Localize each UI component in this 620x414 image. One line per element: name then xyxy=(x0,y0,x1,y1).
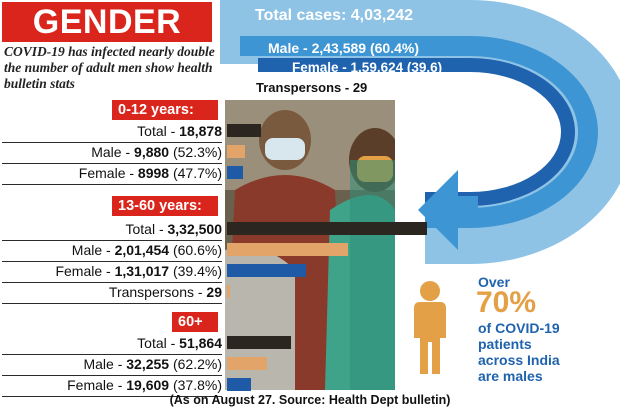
total-transpersons: Transpersons - 29 xyxy=(256,80,368,95)
bar-total xyxy=(227,336,291,349)
person-icon xyxy=(414,281,446,374)
subtitle: COVID-19 has infected nearly double the … xyxy=(4,44,215,91)
row-0-12-male: Male - 9,880 (52.3%) xyxy=(2,143,222,164)
callout-line3: of COVID-19 xyxy=(478,320,560,336)
total-cases: Total cases: 4,03,242 xyxy=(255,7,414,24)
bar-male xyxy=(227,145,245,158)
section-60plus-rows: Total - 51,864 Male - 32,255 (62.2%) Fem… xyxy=(2,334,222,397)
total-male: Male - 2,43,589 (60.4%) xyxy=(268,40,419,56)
section-13-60-header: 13-60 years: xyxy=(112,196,218,216)
section-0-12-rows: Total - 18,878 Male - 9,880 (52.3%) Fema… xyxy=(2,122,222,185)
callout-over: Over xyxy=(478,274,510,290)
row-60plus-female: Female - 19,609 (37.8%) xyxy=(2,376,222,397)
section-60plus-header: 60+ xyxy=(172,312,218,332)
bar-transpersons xyxy=(227,285,230,298)
bar-male xyxy=(227,243,349,256)
bar-female xyxy=(227,264,306,277)
bar-female xyxy=(227,378,252,391)
row-0-12-total: Total - 18,878 xyxy=(2,122,222,143)
section-13-60-rows: Total - 3,32,500 Male - 2,01,454 (60.6%)… xyxy=(2,220,222,304)
row-0-12-female: Female - 8998 (47.7%) xyxy=(2,164,222,185)
callout-line5: across India xyxy=(478,352,560,368)
bar-total xyxy=(227,222,427,235)
section-0-12-header: 0-12 years: xyxy=(112,100,218,120)
bar-female xyxy=(227,166,244,179)
row-13-60-transpersons: Transpersons - 29 xyxy=(2,283,222,304)
bar-male xyxy=(227,357,267,370)
callout-line4: patients xyxy=(478,336,532,352)
total-female: Female - 1,59,624 (39.6) xyxy=(292,60,443,75)
page-title: GENDER BIAS xyxy=(2,2,212,81)
row-60plus-male: Male - 32,255 (62.2%) xyxy=(2,355,222,376)
row-13-60-total: Total - 3,32,500 xyxy=(2,220,222,241)
row-13-60-female: Female - 1,31,017 (39.4%) xyxy=(2,262,222,283)
bar-total xyxy=(227,124,261,137)
callout-percent: 70% xyxy=(476,286,537,319)
male-share-callout: Over 70% of COVID-19 patients across Ind… xyxy=(402,266,602,386)
row-13-60-male: Male - 2,01,454 (60.6%) xyxy=(2,241,222,262)
callout-line6: are males xyxy=(478,368,543,384)
source-note: (As on August 27. Source: Health Dept bu… xyxy=(169,393,451,407)
row-60plus-total: Total - 51,864 xyxy=(2,334,222,355)
